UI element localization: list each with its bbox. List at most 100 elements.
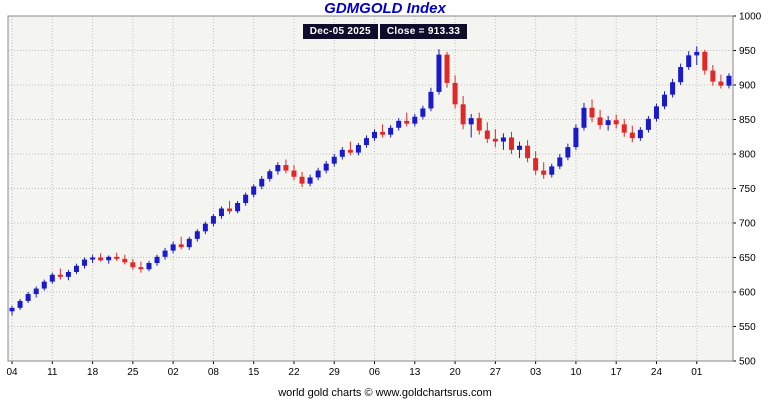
candle-body-up [106, 256, 112, 261]
candle-body-up [267, 171, 273, 179]
candle-body-up [49, 274, 55, 282]
candle-body-up [251, 186, 257, 195]
candle-body-down [702, 51, 708, 71]
y-axis-label: 800 [739, 150, 756, 161]
candle-body-up [605, 120, 611, 126]
candle-body-down [460, 104, 466, 125]
x-axis-label: 15 [248, 367, 260, 378]
candle-body-up [517, 145, 523, 150]
y-axis-label: 750 [739, 184, 756, 195]
x-axis-label: 03 [530, 367, 542, 378]
candle-body-up [323, 163, 329, 171]
x-axis-label: 13 [409, 367, 421, 378]
candle-body-up [436, 54, 442, 92]
candle-body-down [444, 54, 450, 83]
candle-body-up [218, 208, 224, 217]
candle-body-up [428, 91, 434, 109]
candle-body-up [162, 250, 168, 257]
candle-body-down [710, 70, 716, 82]
candle-body-down [380, 131, 386, 135]
subtitle-row: Dec-05 2025 Close = 913.33 [0, 21, 770, 39]
candle-body-down [508, 137, 514, 150]
candle-body-down [533, 158, 539, 171]
x-axis-label: 01 [691, 367, 703, 378]
candle-body-down [347, 149, 353, 153]
x-axis-label: 10 [570, 367, 582, 378]
subtitle-close-badge: Close = 913.33 [379, 24, 468, 39]
x-axis-label: 25 [127, 367, 139, 378]
y-axis-label: 500 [739, 357, 756, 368]
x-axis-label: 11 [47, 367, 58, 378]
candle-body-down [114, 256, 120, 259]
page-title: GDMGOLD Index [324, 0, 446, 17]
candle-body-up [339, 149, 345, 157]
candle-body-down [98, 257, 104, 261]
candle-body-up [90, 257, 96, 260]
candle-body-up [388, 127, 394, 135]
candle-body-down [613, 120, 619, 125]
candle-body-up [331, 156, 337, 164]
candle-body-up [170, 244, 176, 251]
candle-body-down [452, 82, 458, 105]
y-axis-label: 950 [739, 46, 756, 57]
candle-body-down [57, 274, 63, 277]
candle-body-up [412, 116, 418, 124]
candle-body-up [581, 107, 587, 128]
candle-body-down [718, 81, 724, 86]
subtitle-date-badge: Dec-05 2025 [302, 24, 378, 39]
candle-body-up [73, 265, 79, 272]
candle-body-down [299, 176, 305, 184]
candle-body-down [484, 130, 490, 139]
x-axis-label: 29 [329, 367, 341, 378]
plot-border [7, 15, 734, 362]
candle-body-up [275, 165, 281, 172]
x-axis-label: 06 [369, 367, 381, 378]
candle-body-up [662, 94, 668, 107]
candle-body-up [210, 216, 216, 224]
x-axis-label: 20 [450, 367, 462, 378]
x-axis-label: 02 [168, 367, 180, 378]
candle-body-up [65, 271, 71, 277]
candle-body-down [525, 145, 531, 159]
candle-body-up [194, 231, 200, 239]
candle-body-up [565, 147, 571, 158]
candle-body-down [291, 170, 297, 177]
candle-body-up [9, 307, 15, 312]
candle-body-down [476, 118, 482, 131]
candle-body-up [637, 129, 643, 139]
candle-body-up [645, 118, 651, 130]
candle-body-up [372, 131, 378, 139]
y-axis-label: 650 [739, 253, 756, 264]
candle-body-up [468, 118, 474, 125]
y-axis-label: 850 [739, 115, 756, 126]
candle-body-up [235, 202, 241, 212]
candle-body-up [653, 106, 659, 119]
candle-body-down [629, 132, 635, 139]
candle-body-up [202, 223, 208, 232]
candle-body-up [363, 138, 369, 146]
candle-body-up [573, 127, 579, 148]
x-axis-label: 04 [6, 367, 18, 378]
candle-body-up [500, 137, 506, 142]
candle-body-up [154, 256, 160, 264]
candle-body-up [315, 170, 321, 178]
candle-body-down [130, 262, 136, 268]
candle-body-up [549, 166, 555, 175]
candle-body-up [557, 157, 563, 167]
candle-body-up [726, 75, 732, 86]
candle-body-up [420, 108, 426, 117]
candle-body-down [404, 120, 410, 124]
candle-body-up [670, 82, 676, 95]
y-axis-label: 550 [739, 322, 756, 333]
x-axis-label: 27 [490, 367, 502, 378]
y-axis-label: 600 [739, 288, 756, 299]
y-axis-label: 1000 [739, 12, 762, 23]
candle-body-down [621, 124, 627, 133]
x-axis-label: 08 [208, 367, 220, 378]
candle-body-up [146, 263, 152, 270]
candle-body-up [17, 300, 23, 308]
candle-body-down [492, 138, 498, 142]
x-axis-label: 22 [288, 367, 300, 378]
